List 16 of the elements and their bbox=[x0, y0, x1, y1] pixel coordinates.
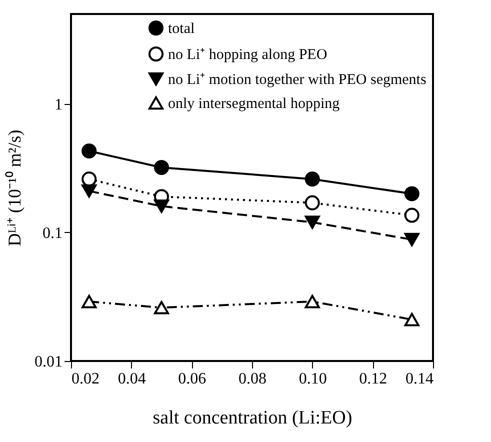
x-tick-label: 0.06 bbox=[178, 370, 206, 388]
y-tick-label: 1 bbox=[54, 96, 62, 114]
x-tick-label: 0.02 bbox=[72, 370, 100, 388]
x-tick-label: 0.08 bbox=[238, 370, 266, 388]
legend-label: no Li⁺ motion together with PEO segments bbox=[168, 72, 426, 88]
y-tick-label: 0.1 bbox=[42, 224, 62, 242]
y-axis-title: Dᴸⁱ⁺ (10⁻¹⁰ m²/s) bbox=[4, 130, 24, 246]
x-tick-label: 0.04 bbox=[118, 370, 146, 388]
x-tick-label: 0.12 bbox=[359, 370, 388, 388]
x-tick-label: 0.14 bbox=[406, 370, 434, 388]
legend-label: only intersegmental hopping bbox=[168, 96, 340, 112]
x-tick-label: 0.10 bbox=[298, 370, 327, 388]
legend-label: total bbox=[168, 21, 195, 37]
x-axis-title: salt concentration (Li:EO) bbox=[152, 408, 352, 428]
legend-label: no Li⁺ hopping along PEO bbox=[168, 47, 328, 63]
y-tick-label: 0.01 bbox=[34, 354, 62, 370]
